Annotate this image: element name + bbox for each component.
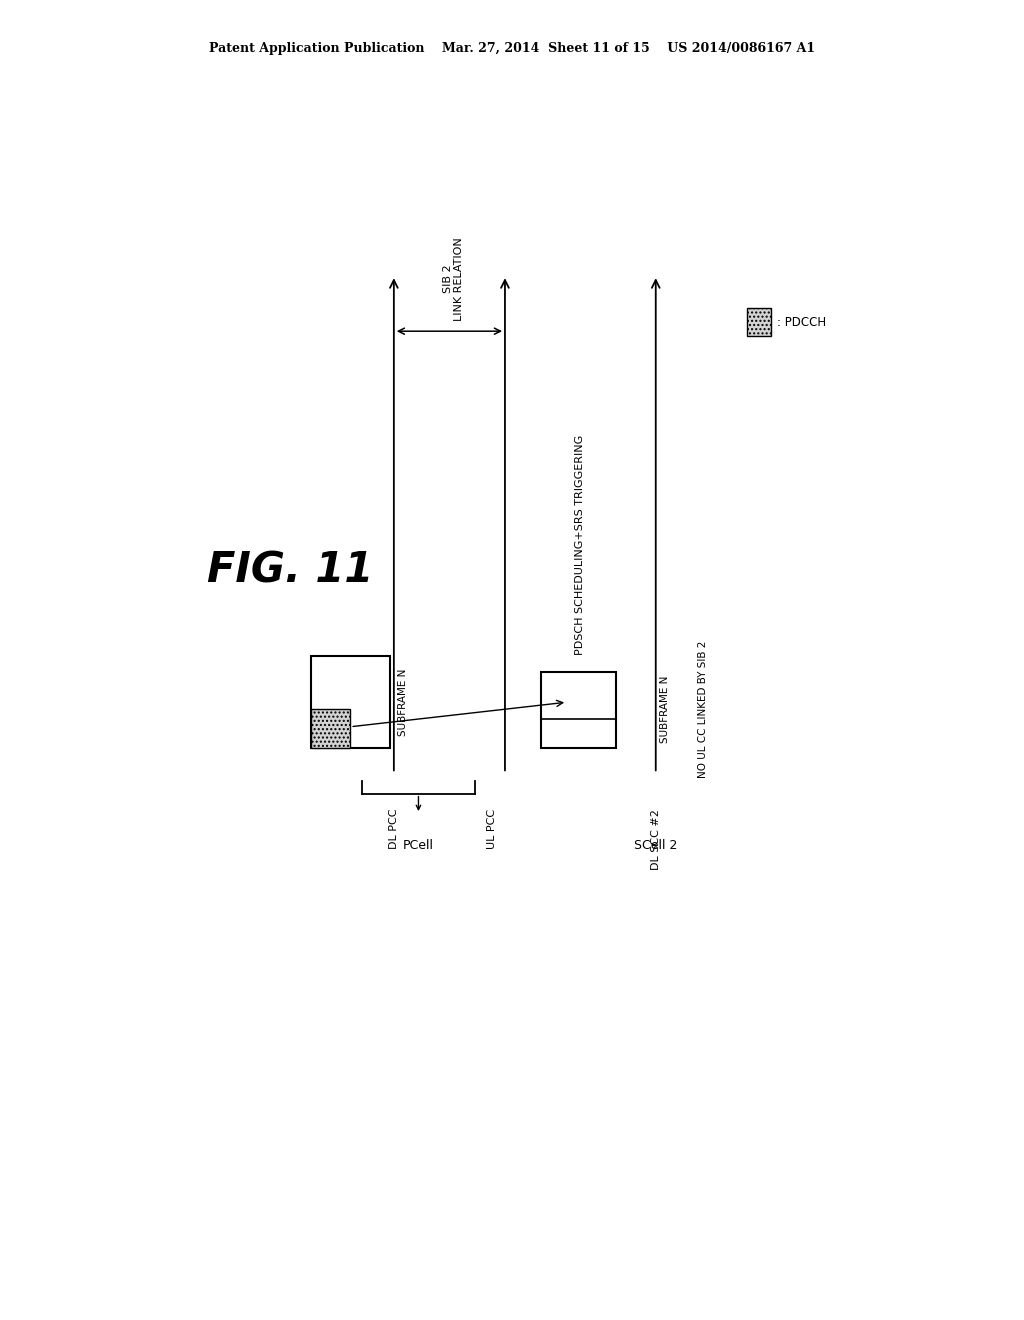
Text: Patent Application Publication    Mar. 27, 2014  Sheet 11 of 15    US 2014/00861: Patent Application Publication Mar. 27, …	[209, 42, 815, 55]
Bar	[748, 308, 771, 337]
Text: SUBFRAME N: SUBFRAME N	[397, 668, 408, 735]
Text: PCell: PCell	[403, 840, 434, 853]
Bar	[541, 672, 616, 748]
Text: NO UL CC LINKED BY SIB 2: NO UL CC LINKED BY SIB 2	[698, 642, 709, 779]
Text: SIB 2
LINK RELATION: SIB 2 LINK RELATION	[442, 238, 464, 321]
Text: PDSCH SCHEDULING+SRS TRIGGERING: PDSCH SCHEDULING+SRS TRIGGERING	[575, 434, 586, 655]
Bar	[310, 709, 350, 748]
Text: SCell 2: SCell 2	[634, 840, 678, 853]
Text: DL SCC #2: DL SCC #2	[650, 809, 660, 870]
Text: SUBFRAME N: SUBFRAME N	[659, 676, 670, 743]
Text: UL PCC: UL PCC	[486, 809, 497, 849]
Bar	[310, 656, 390, 748]
Text: : PDCCH: : PDCCH	[777, 315, 826, 329]
Text: FIG. 11: FIG. 11	[207, 549, 374, 591]
Text: DL PCC: DL PCC	[389, 809, 399, 849]
